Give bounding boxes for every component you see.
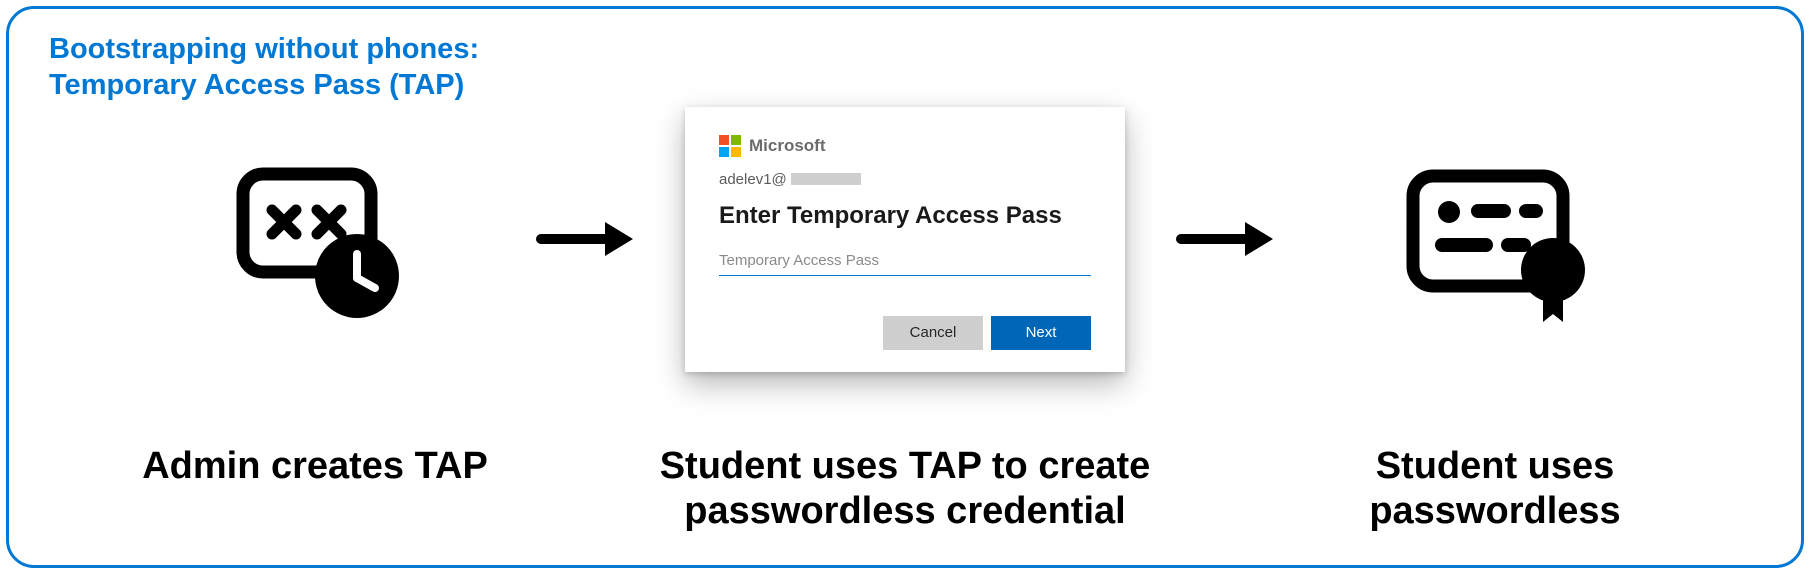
password-clock-icon: [225, 154, 405, 324]
account-redacted: [791, 173, 861, 185]
diagram-frame: Bootstrapping without phones: Temporary …: [6, 6, 1804, 568]
dialog-buttons: Cancel Next: [719, 316, 1091, 350]
microsoft-brand: Microsoft: [719, 135, 1091, 157]
arrow-right-icon: [1175, 214, 1275, 264]
steps-row: Microsoft adelev1@ Enter Temporary Acces…: [9, 69, 1801, 409]
tap-dialog: Microsoft adelev1@ Enter Temporary Acces…: [685, 107, 1125, 372]
title-line-1: Bootstrapping without phones:: [49, 33, 479, 65]
next-button[interactable]: Next: [991, 316, 1091, 350]
caption-step-1: Admin creates TAP: [105, 444, 525, 535]
arrow-1: [525, 214, 645, 264]
microsoft-logo-icon: [719, 135, 741, 157]
microsoft-wordmark: Microsoft: [749, 136, 826, 156]
account-line: adelev1@: [719, 171, 1091, 188]
step-student-uses-tap: Microsoft adelev1@ Enter Temporary Acces…: [645, 107, 1165, 372]
account-prefix: adelev1@: [719, 171, 787, 188]
dialog-heading: Enter Temporary Access Pass: [719, 202, 1091, 230]
arrow-2: [1165, 214, 1285, 264]
caption-step-3: Student uses passwordless: [1285, 444, 1705, 535]
caption-step-2: Student uses TAP to create passwordless …: [645, 444, 1165, 535]
cancel-button[interactable]: Cancel: [883, 316, 983, 350]
step-admin-creates-tap: [105, 154, 525, 324]
tap-input[interactable]: [719, 248, 1091, 276]
captions-row: Admin creates TAP Student uses TAP to cr…: [9, 444, 1801, 535]
arrow-right-icon: [535, 214, 635, 264]
credential-badge-icon: [1395, 154, 1595, 324]
step-student-passwordless: [1285, 154, 1705, 324]
